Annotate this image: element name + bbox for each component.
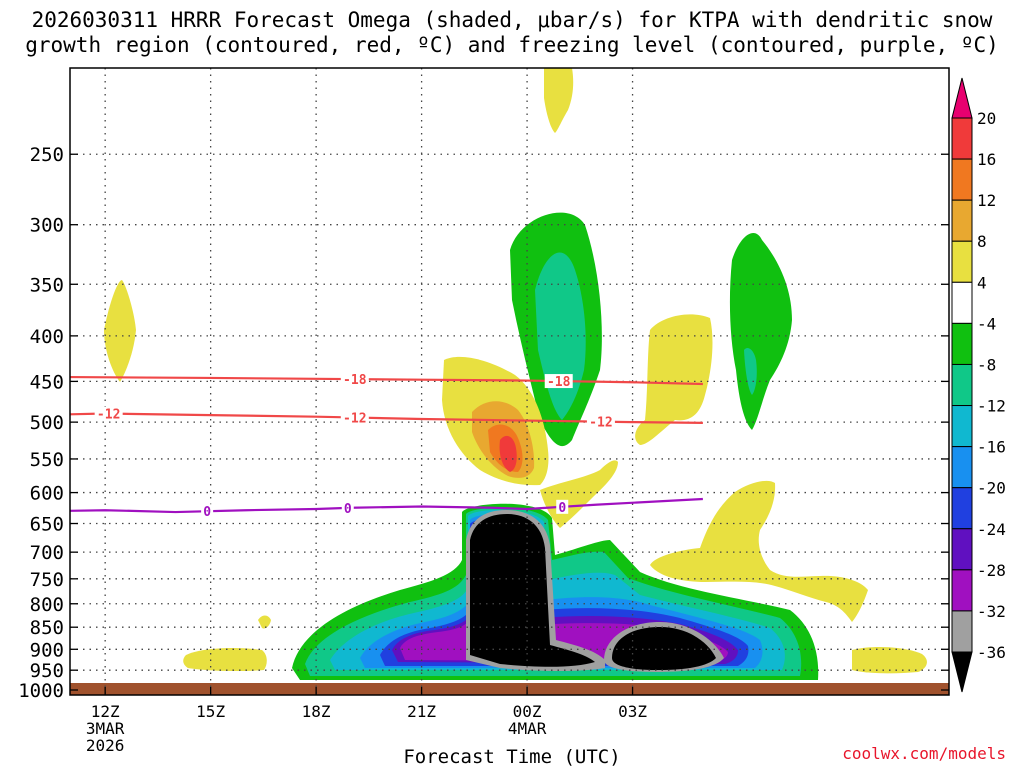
shade-plus4-h (258, 615, 271, 629)
colorbar-label: -24 (977, 520, 1006, 539)
x-tick-label: 15Z (196, 702, 225, 721)
colorbar-box (951, 528, 973, 571)
credit-text[interactable]: coolwx.com/models (842, 744, 1006, 763)
x-tick-label: 00Z (513, 702, 542, 721)
plot-frame (69, 67, 950, 696)
x-axis-label: Forecast Time (UTC) (403, 746, 621, 768)
y-tick-label: 450 (30, 371, 64, 393)
x-tick-date: 4MAR (508, 719, 547, 738)
colorbar-box (951, 117, 973, 160)
colorbar-box (951, 281, 973, 324)
contour-label-bg (340, 372, 369, 387)
contour-label: -12 (97, 408, 120, 423)
chart-title-line2: growth region (contoured, red, ºC) and f… (25, 33, 999, 57)
y-tick-label: 650 (30, 514, 64, 536)
y-tick-label: 950 (30, 660, 64, 682)
shade-minus36 (470, 514, 595, 667)
contour-label-bg (341, 500, 354, 515)
colorbar-box (951, 569, 973, 612)
y-tick-label: 250 (30, 144, 64, 166)
colorbar-top-triangle (951, 77, 973, 119)
shade-plus4-b (104, 280, 136, 382)
x-tick-label: 18Z (302, 702, 331, 721)
contour--18 (69, 375, 703, 386)
contour-label: 0 (203, 505, 211, 520)
colorbar-box (951, 487, 973, 530)
colorbar-label: 12 (977, 191, 996, 210)
colorbar-box (951, 199, 973, 242)
contour-label-bg (94, 406, 123, 421)
colorbar-label: 16 (977, 150, 996, 169)
x-tick-label: 21Z (407, 702, 436, 721)
y-tick-label: 300 (30, 215, 64, 237)
colorbar-box (951, 363, 973, 407)
contour-0 (69, 497, 703, 514)
y-tick-label: 900 (30, 639, 64, 661)
contour-label-bg (340, 410, 369, 425)
colorbar-label: 4 (977, 273, 987, 292)
colorbar: 20 16 12 8 4 -4 -8 -12 -16 -20 -24 -28 -32 -36 (951, 77, 1006, 693)
colorbar-label: -16 (977, 438, 1006, 457)
shade-plus4-f (650, 480, 868, 622)
contour-label-bg (544, 374, 573, 389)
colorbar-label: -36 (977, 643, 1006, 662)
y-tick-label: 500 (30, 412, 64, 434)
shade-plus4-i (852, 646, 927, 674)
shade-plus4-g (183, 647, 267, 672)
colorbar-bottom-triangle (951, 651, 973, 693)
y-tick-label: 700 (30, 542, 64, 564)
contour-label: -18 (547, 375, 571, 390)
colorbar-box (951, 405, 973, 448)
colorbar-label: -8 (977, 355, 996, 374)
ground-strip (70, 683, 949, 695)
colorbar-label: 8 (977, 232, 987, 251)
y-axis: 2503003504004505005506006507007508008509… (18, 144, 949, 702)
shade-plus4-c (544, 68, 574, 133)
contour-label: -18 (343, 373, 367, 388)
x-tick-label: 03Z (618, 702, 647, 721)
shade-plus4-d (635, 314, 713, 445)
contour-lines: -18 -18 -12 -12 -12 0 0 0 (69, 372, 703, 520)
colorbar-label: -4 (977, 314, 996, 333)
y-tick-label: 600 (30, 483, 64, 505)
y-tick-label: 350 (30, 274, 64, 296)
colorbar-box (951, 610, 973, 653)
contour-label: 0 (344, 502, 352, 517)
y-tick-label: 1000 (18, 680, 64, 702)
x-tick-date: 3MAR (86, 719, 125, 738)
omega-shading (104, 68, 927, 680)
shade-plus16 (499, 435, 517, 472)
colorbar-label: -28 (977, 561, 1006, 580)
shade-minus36b (612, 627, 716, 670)
contour-label: -12 (343, 412, 366, 427)
x-tick-year: 2026 (86, 736, 125, 755)
colorbar-box (951, 240, 973, 283)
y-tick-label: 800 (30, 594, 64, 616)
contour-label: 0 (558, 501, 566, 516)
x-tick-label: 12Z (91, 702, 120, 721)
colorbar-label: -20 (977, 479, 1006, 498)
colorbar-label: -12 (977, 397, 1006, 416)
colorbar-box (951, 446, 973, 489)
y-tick-label: 550 (30, 449, 64, 471)
colorbar-label: -32 (977, 602, 1006, 621)
colorbar-label: 20 (977, 109, 996, 128)
contour-label-bg (586, 414, 615, 429)
chart-title-line1: 2026030311 HRRR Forecast Omega (shaded, … (31, 8, 993, 32)
y-tick-label: 750 (30, 569, 64, 591)
contour-label: -12 (589, 416, 612, 431)
y-tick-label: 400 (30, 326, 64, 348)
shade-right-minus4 (729, 232, 792, 430)
y-tick-label: 850 (30, 617, 64, 639)
contour-label-bg (201, 504, 214, 519)
shade-right-minus8 (744, 348, 757, 395)
colorbar-box (951, 322, 973, 365)
contour-label-bg (556, 499, 569, 514)
colorbar-box (951, 158, 973, 201)
